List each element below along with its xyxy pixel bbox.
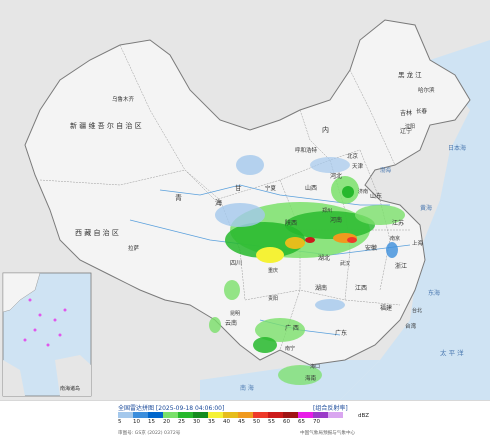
- legend-swatch: [133, 412, 148, 418]
- legend-tick-label: 35: [208, 419, 215, 425]
- legend-tick-label: 5: [118, 419, 122, 425]
- radar-map: 南海诸岛 新 疆 维 吾 尔 自 治 区 乌鲁木齐 西 藏 自 治 区 拉萨 青…: [0, 0, 490, 400]
- legend-swatch: [313, 412, 328, 418]
- legend-swatch: [118, 412, 133, 418]
- label-ningxia: 宁夏: [265, 184, 277, 192]
- label-zhejiang: 浙江: [395, 262, 407, 270]
- label-beijing: 北京: [347, 152, 359, 160]
- legend-note-right: 中国气象局预报与气象中心: [300, 431, 356, 436]
- label-qinghai: 青: [175, 193, 182, 202]
- legend-unit: dBZ: [358, 413, 370, 419]
- label-shaanxi: 陕西: [285, 219, 297, 227]
- label-guiyang: 贵阳: [268, 295, 278, 302]
- label-zhengzhou: 郑州: [322, 207, 332, 214]
- label-sichuan: 四川: [230, 260, 242, 267]
- label-shanghai: 上海: [412, 239, 424, 247]
- label-taibei: 台北: [412, 307, 422, 314]
- label-taipingyang: 太 平 洋: [440, 348, 464, 357]
- legend-swatch: [148, 412, 163, 418]
- label-wuhan: 武汉: [340, 260, 350, 267]
- label-jiangxi: 江西: [355, 285, 367, 292]
- label-jinan: 济南: [358, 188, 368, 195]
- legend-tick-label: 45: [238, 419, 245, 425]
- label-chongqing: 重庆: [268, 267, 278, 274]
- south-china-sea-inset: 南海诸岛: [2, 272, 92, 397]
- label-gansu: 甘: [235, 183, 242, 192]
- label-fujian: 福建: [380, 304, 392, 312]
- label-nanjing: 南京: [390, 235, 400, 242]
- label-neimenggu: 内: [322, 125, 329, 134]
- legend-tick-label: 30: [193, 419, 200, 425]
- label-xinjiang: 新 疆 维 吾 尔 自 治 区: [70, 121, 142, 130]
- label-tianjin: 天津: [352, 163, 364, 170]
- legend-tick-label: 25: [178, 419, 185, 425]
- label-lhasa: 拉萨: [128, 244, 140, 252]
- label-harbin: 哈尔滨: [418, 86, 435, 94]
- label-anhui: 安徽: [365, 244, 377, 252]
- label-guangdong: 广东: [335, 329, 347, 337]
- sea-area: [340, 40, 490, 400]
- legend-tick-label: 20: [163, 419, 170, 425]
- label-nanning: 南宁: [285, 345, 295, 352]
- legend-swatch: [193, 412, 208, 418]
- inset-label: 南海诸岛: [60, 385, 80, 392]
- label-heilongjiang: 黑 龙 江: [398, 70, 422, 79]
- legend-note-left: 审图号: GS京 (2022) 0372号: [118, 431, 181, 436]
- label-hebei: 河北: [330, 172, 342, 180]
- legend-swatch: [163, 412, 178, 418]
- legend-bar: 全国雷达拼图 [2025-09-18 04:06:00] [组合反射率] 5 10…: [0, 400, 490, 440]
- label-hubei: 湖北: [318, 254, 330, 262]
- label-donghai: 东海: [428, 289, 440, 297]
- legend-swatch: [238, 412, 253, 418]
- label-kunming: 昆明: [230, 311, 240, 317]
- legend-title: 全国雷达拼图 [2025-09-18 04:06:00]: [118, 405, 225, 412]
- legend-tick-label: 40: [223, 419, 230, 425]
- china-landmass: [24, 19, 471, 366]
- label-huanghai: 黄海: [420, 204, 432, 212]
- legend-swatch: [298, 412, 313, 418]
- label-jilin: 吉林: [400, 109, 412, 117]
- legend-swatch: [178, 412, 193, 418]
- legend-swatch: [283, 412, 298, 418]
- label-liaoning: 辽宁: [400, 127, 412, 135]
- label-shenyang: 沈阳: [405, 123, 415, 130]
- label-henan: 河南: [330, 216, 342, 224]
- legend-swatch: [208, 412, 223, 418]
- legend-tick-label: 10: [133, 419, 140, 425]
- label-hainan: 海南: [305, 374, 317, 382]
- legend-tick-label: 15: [148, 419, 155, 425]
- label-shandong: 山东: [370, 192, 382, 200]
- label-huanghai2: 渤海: [380, 166, 392, 174]
- label-taiwan: 台湾: [405, 322, 417, 330]
- label-riben: 日本海: [448, 144, 466, 152]
- label-changchun: 长春: [416, 107, 428, 115]
- legend-swatch: [268, 412, 283, 418]
- legend-tick-label: 60: [283, 419, 290, 425]
- radar-echoes: [209, 155, 405, 385]
- label-tibet: 西 藏 自 治 区: [75, 228, 119, 237]
- legend-swatch: [223, 412, 238, 418]
- legend-swatch: [253, 412, 268, 418]
- label-urumqi: 乌鲁木齐: [112, 95, 135, 103]
- label-hunan: 湖南: [315, 284, 327, 292]
- label-jiangsu: 江苏: [392, 219, 404, 227]
- label-guangxi: 广 西: [285, 324, 299, 332]
- legend-product: [组合反射率]: [313, 405, 348, 412]
- legend-tick-label: 55: [268, 419, 275, 425]
- label-haikou: 海口: [310, 363, 320, 370]
- legend-tick-label: 65: [298, 419, 305, 425]
- label-yunnan: 云南: [225, 319, 237, 327]
- place-labels: 新 疆 维 吾 尔 自 治 区 乌鲁木齐 西 藏 自 治 区 拉萨 青 海 内 …: [70, 70, 466, 392]
- label-huhehaote: 呼和浩特: [295, 146, 318, 154]
- legend-tick-label: 70: [313, 419, 320, 425]
- legend-swatch: [328, 412, 343, 418]
- label-shanxi: 山西: [305, 184, 317, 192]
- legend-tick-label: 50: [253, 419, 260, 425]
- label-qinghai2: 海: [215, 198, 222, 207]
- label-nanhai: 南 海: [240, 384, 254, 392]
